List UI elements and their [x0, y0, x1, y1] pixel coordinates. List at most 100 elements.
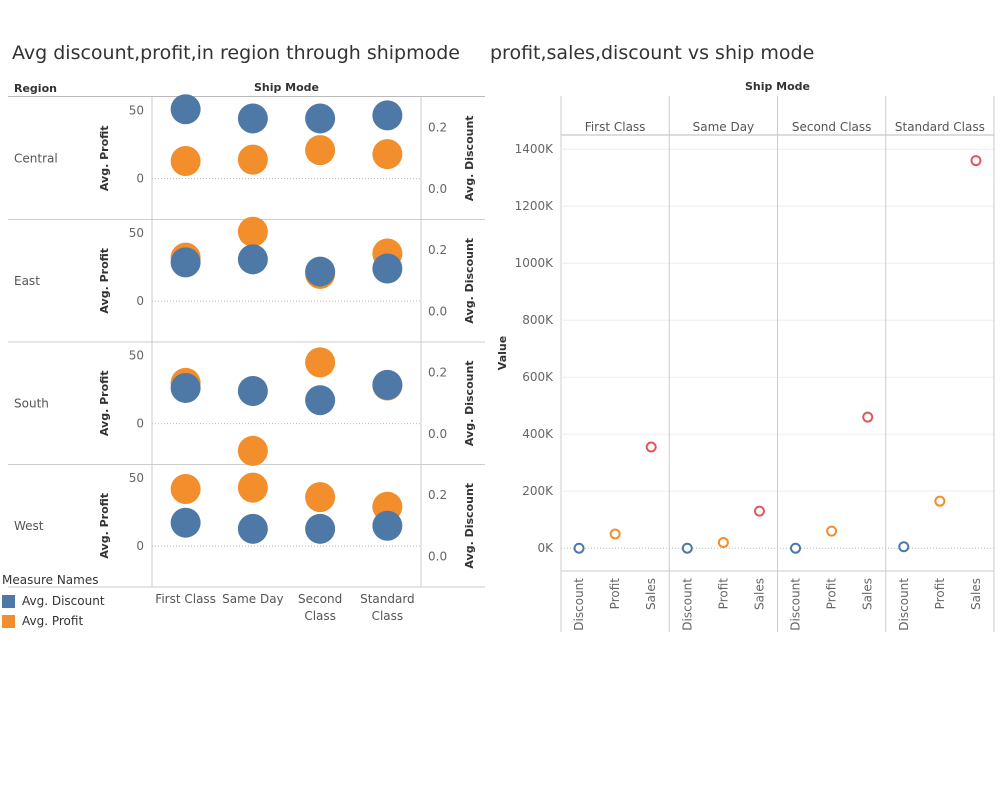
right-chart-title: profit,sales,discount vs ship mode: [490, 42, 815, 64]
y-tick-label: 1400K: [515, 142, 555, 156]
point-avg-profit-central-same-day[interactable]: [237, 144, 268, 175]
measure-label-profit: Profit: [716, 578, 730, 610]
right-axis-label: Avg. Discount: [463, 115, 476, 201]
point-avg-discount-central-same-day[interactable]: [237, 103, 268, 134]
left-axis-tick: 0: [136, 172, 144, 186]
measure-label-profit: Profit: [608, 578, 622, 610]
point-avg-discount-west-same-day[interactable]: [237, 513, 268, 544]
point-avg-discount-central-first-class[interactable]: [170, 94, 201, 125]
point-sales-standard-class[interactable]: [970, 155, 982, 167]
point-avg-profit-west-first-class[interactable]: [170, 474, 201, 504]
y-tick-label: 0K: [537, 541, 554, 555]
point-avg-discount-central-standard-class[interactable]: [372, 100, 403, 131]
point-avg-discount-west-first-class[interactable]: [170, 507, 201, 538]
measure-label-discount: Discount: [572, 578, 586, 631]
point-profit-second-class[interactable]: [826, 525, 838, 537]
legend-item-discount[interactable]: Avg. Discount: [2, 591, 105, 611]
region-label-west: West: [14, 519, 44, 533]
measure-label-sales: Sales: [861, 578, 875, 610]
ship-mode-column-standard-class: Standard Class Discount Profit Sales: [895, 96, 995, 632]
legend: Measure Names Avg. Discount Avg. Profit: [2, 573, 105, 631]
y-tick-label: 400K: [522, 427, 554, 441]
point-discount-same-day[interactable]: [681, 542, 693, 554]
region-row-south: South 0 50 0.0 0.2 Avg. Profit Avg. Discount: [8, 347, 485, 466]
legend-swatch-discount: [2, 594, 15, 608]
category-label-second-class: Class: [304, 609, 336, 623]
region-shipmode-chart: Region Ship Mode Central 0 50 0.0 0.2 Avg. Prof…: [8, 81, 485, 623]
left-axis-label: Avg. Profit: [98, 493, 111, 559]
point-avg-profit-south-same-day[interactable]: [237, 435, 268, 466]
category-label-standard-class: Class: [372, 609, 404, 623]
ship-mode-column-same-day: Same Day Discount Profit Sales: [680, 96, 778, 632]
left-chart-title: Avg discount,profit,in region through sh…: [12, 42, 460, 64]
left-axis-tick: 0: [136, 539, 144, 553]
measure-label-sales: Sales: [752, 578, 766, 610]
ship-mode-label-second-class: Second Class: [792, 120, 872, 134]
point-avg-discount-east-standard-class[interactable]: [372, 253, 403, 284]
point-sales-second-class[interactable]: [862, 411, 874, 423]
region-label-east: East: [14, 274, 40, 288]
ship-mode-label-standard-class: Standard Class: [895, 120, 985, 134]
legend-label-discount: Avg. Discount: [22, 594, 105, 608]
point-profit-same-day[interactable]: [717, 537, 729, 549]
measure-label-profit: Profit: [933, 578, 947, 610]
right-axis-label: Avg. Discount: [463, 238, 476, 324]
point-avg-discount-south-first-class[interactable]: [170, 372, 201, 403]
point-discount-second-class[interactable]: [790, 542, 802, 554]
right-axis-tick: 0.0: [428, 182, 447, 196]
point-avg-discount-central-second-class[interactable]: [305, 103, 336, 134]
y-tick-label: 1000K: [515, 256, 555, 270]
point-avg-discount-east-second-class[interactable]: [305, 256, 336, 287]
point-avg-discount-east-same-day[interactable]: [237, 244, 268, 275]
point-sales-same-day[interactable]: [753, 505, 765, 517]
point-avg-profit-west-second-class[interactable]: [305, 482, 336, 513]
column-header: Ship Mode: [745, 80, 810, 93]
left-axis-label: Avg. Profit: [98, 248, 111, 314]
point-avg-profit-central-second-class[interactable]: [305, 135, 336, 166]
right-axis-tick: 0.0: [428, 549, 447, 563]
y-tick-label: 1200K: [515, 199, 555, 213]
point-avg-profit-south-second-class[interactable]: [305, 347, 336, 378]
point-profit-standard-class[interactable]: [934, 495, 946, 507]
legend-item-profit[interactable]: Avg. Profit: [2, 611, 105, 631]
left-axis-tick: 0: [136, 294, 144, 308]
category-label-standard-class: Standard: [360, 592, 415, 606]
point-avg-discount-south-standard-class[interactable]: [372, 369, 403, 400]
point-avg-discount-south-same-day[interactable]: [237, 376, 268, 406]
right-axis-label: Avg. Discount: [463, 360, 476, 446]
ship-mode-column-first-class: First Class Discount Profit Sales: [572, 96, 670, 632]
measure-label-discount: Discount: [680, 578, 694, 631]
point-discount-standard-class[interactable]: [898, 541, 910, 553]
point-discount-first-class[interactable]: [573, 542, 585, 554]
left-axis-tick: 50: [129, 226, 144, 240]
left-axis-label: Avg. Profit: [98, 370, 111, 436]
point-profit-first-class[interactable]: [609, 528, 621, 540]
left-axis-tick: 50: [129, 349, 144, 363]
column-header: Ship Mode: [254, 81, 319, 94]
point-avg-profit-east-same-day[interactable]: [237, 216, 268, 247]
right-axis-label: Avg. Discount: [463, 483, 476, 569]
region-row-west: West 0 50 0.0 0.2 Avg. Profit Avg. Discount: [8, 471, 485, 588]
point-avg-discount-west-second-class[interactable]: [305, 513, 336, 544]
point-avg-profit-central-standard-class[interactable]: [372, 139, 403, 170]
left-axis-label: Avg. Profit: [98, 125, 111, 191]
value-shipmode-chart: Ship Mode 0K 200K 400K 600K 800K 1000K 1200K 140…: [496, 80, 995, 632]
right-axis-tick: 0.0: [428, 304, 447, 318]
y-tick-label: 800K: [522, 313, 554, 327]
y-axis-label: Value: [496, 336, 509, 370]
measure-label-sales: Sales: [969, 578, 983, 610]
point-avg-profit-central-first-class[interactable]: [170, 145, 201, 176]
point-sales-first-class[interactable]: [645, 441, 657, 453]
point-avg-discount-south-second-class[interactable]: [305, 385, 336, 416]
category-label-same-day: Same Day: [222, 592, 284, 606]
region-label-south: South: [14, 396, 49, 410]
measure-label-discount: Discount: [897, 578, 911, 631]
measure-label-discount: Discount: [789, 578, 803, 631]
legend-label-profit: Avg. Profit: [22, 614, 84, 628]
right-axis-tick: 0.0: [428, 427, 447, 441]
region-row-east: East 0 50 0.0 0.2 Avg. Profit Avg. Discount: [8, 216, 485, 343]
point-avg-profit-west-same-day[interactable]: [237, 472, 268, 503]
point-avg-discount-east-first-class[interactable]: [170, 247, 201, 278]
point-avg-discount-west-standard-class[interactable]: [372, 510, 403, 541]
left-axis-tick: 50: [129, 471, 144, 485]
